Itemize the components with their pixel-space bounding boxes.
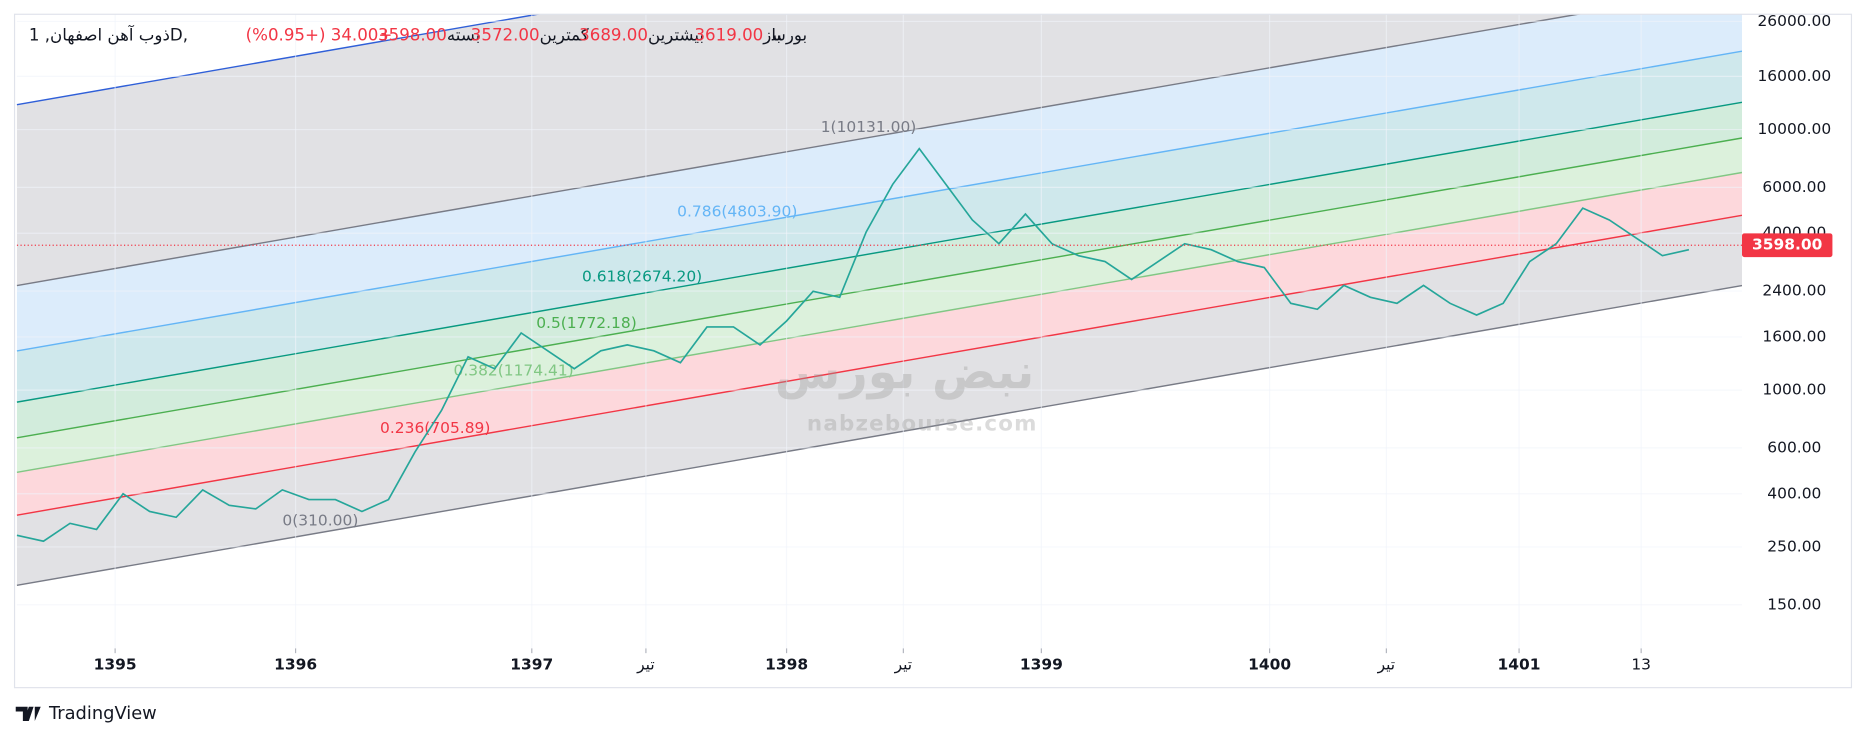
y-tick-label: 2400.00: [1762, 282, 1826, 300]
ohlc-value: 3598.00: [378, 25, 447, 44]
fib-label: 1(10131.00): [821, 118, 917, 136]
ohlc-value: 3689.00: [579, 25, 648, 44]
fib-zone: [16, 51, 1743, 403]
plot: [16, 147, 1743, 543]
watermark-logo: نبض بورس: [775, 345, 1035, 400]
y-tick-label: 1000.00: [1762, 381, 1826, 399]
fib-zone: [16, 102, 1743, 438]
y-tick-label: 6000.00: [1762, 178, 1826, 196]
fib-channel: [16, 14, 1743, 587]
fib-zone: [16, 172, 1743, 516]
fib-line: [16, 214, 1743, 516]
fib-line: [16, 101, 1743, 403]
ohlc-name: باز: [762, 25, 782, 44]
x-tick-label: 1401: [1498, 656, 1541, 674]
price-line: [16, 147, 1690, 543]
watermark: نبض بورس nabzebourse.com: [775, 345, 1038, 437]
x-tick-label: تیر: [894, 656, 913, 674]
fib-line: [16, 284, 1743, 587]
x-tick-label: تیر: [1377, 656, 1396, 674]
x-tick-label: 1395: [94, 656, 137, 674]
frame: [13, 13, 1853, 689]
x-tick-label: 1399: [1020, 656, 1063, 674]
x-tick-label: 13: [1631, 656, 1651, 674]
ohlc-name: کمترین: [540, 25, 589, 44]
y-tick-label: 400.00: [1767, 484, 1821, 502]
last-price-box: [1742, 233, 1833, 258]
ohlc-value: 3572.00: [471, 25, 540, 44]
y-tick-label: 600.00: [1767, 438, 1821, 456]
x-tick-label: 1397: [510, 656, 553, 674]
x-tick-label: 1396: [274, 656, 317, 674]
fib-label: 0(310.00): [282, 512, 358, 530]
fib-label: 0.382(1174.41): [454, 362, 574, 380]
fib-line: [16, 50, 1743, 352]
x-tick-label: 1398: [765, 656, 808, 674]
brand-name: TradingView: [48, 703, 157, 724]
x-tick-label: 1400: [1248, 656, 1291, 674]
watermark-url: nabzebourse.com: [807, 412, 1038, 437]
last-price-label: 3598.00: [1752, 236, 1823, 254]
fib-labels: 1(10131.00) 0.786(4803.90) 0.618(2674.20…: [282, 118, 916, 530]
y-tick-label: 150.00: [1767, 595, 1821, 613]
ohlc-name: بیشترین: [648, 25, 704, 44]
fib-zone: [16, 14, 1743, 351]
ohlc-name: بسته: [447, 25, 480, 44]
y-tick-label: 1600.00: [1762, 327, 1826, 345]
legend: ذوب آهن اصفهان, 1D, بورسباز3619.00بیشتری…: [29, 23, 807, 45]
brand: TradingView: [15, 703, 157, 724]
x-tick-label: تیر: [636, 656, 655, 674]
fib-label: 0.786(4803.90): [677, 202, 797, 220]
fib-zone: [16, 138, 1743, 473]
y-tick-label: 16000.00: [1757, 67, 1831, 85]
y-tick-label: 250.00: [1767, 537, 1821, 555]
fib-line: [16, 14, 1582, 287]
fib-line: [16, 171, 1743, 474]
y-tick-label: 26000.00: [1757, 12, 1831, 30]
fib-line: [16, 14, 542, 106]
ohlc-value: 3619.00: [694, 25, 763, 44]
grid: [16, 14, 1743, 649]
fib-label: 0.5(1772.18): [536, 314, 637, 332]
fib-label: 0.236(705.89): [380, 419, 490, 437]
header: ذوب آهن اصفهان, 1D, بورسباز3619.00بیشتری…: [29, 23, 807, 45]
fib-label: 0.618(2674.20): [582, 268, 702, 286]
y-tick-label: 10000.00: [1757, 120, 1831, 138]
change: +34.00 (+0.95%): [246, 25, 393, 44]
brand-logo: [15, 706, 41, 721]
fib-line: [16, 137, 1743, 439]
